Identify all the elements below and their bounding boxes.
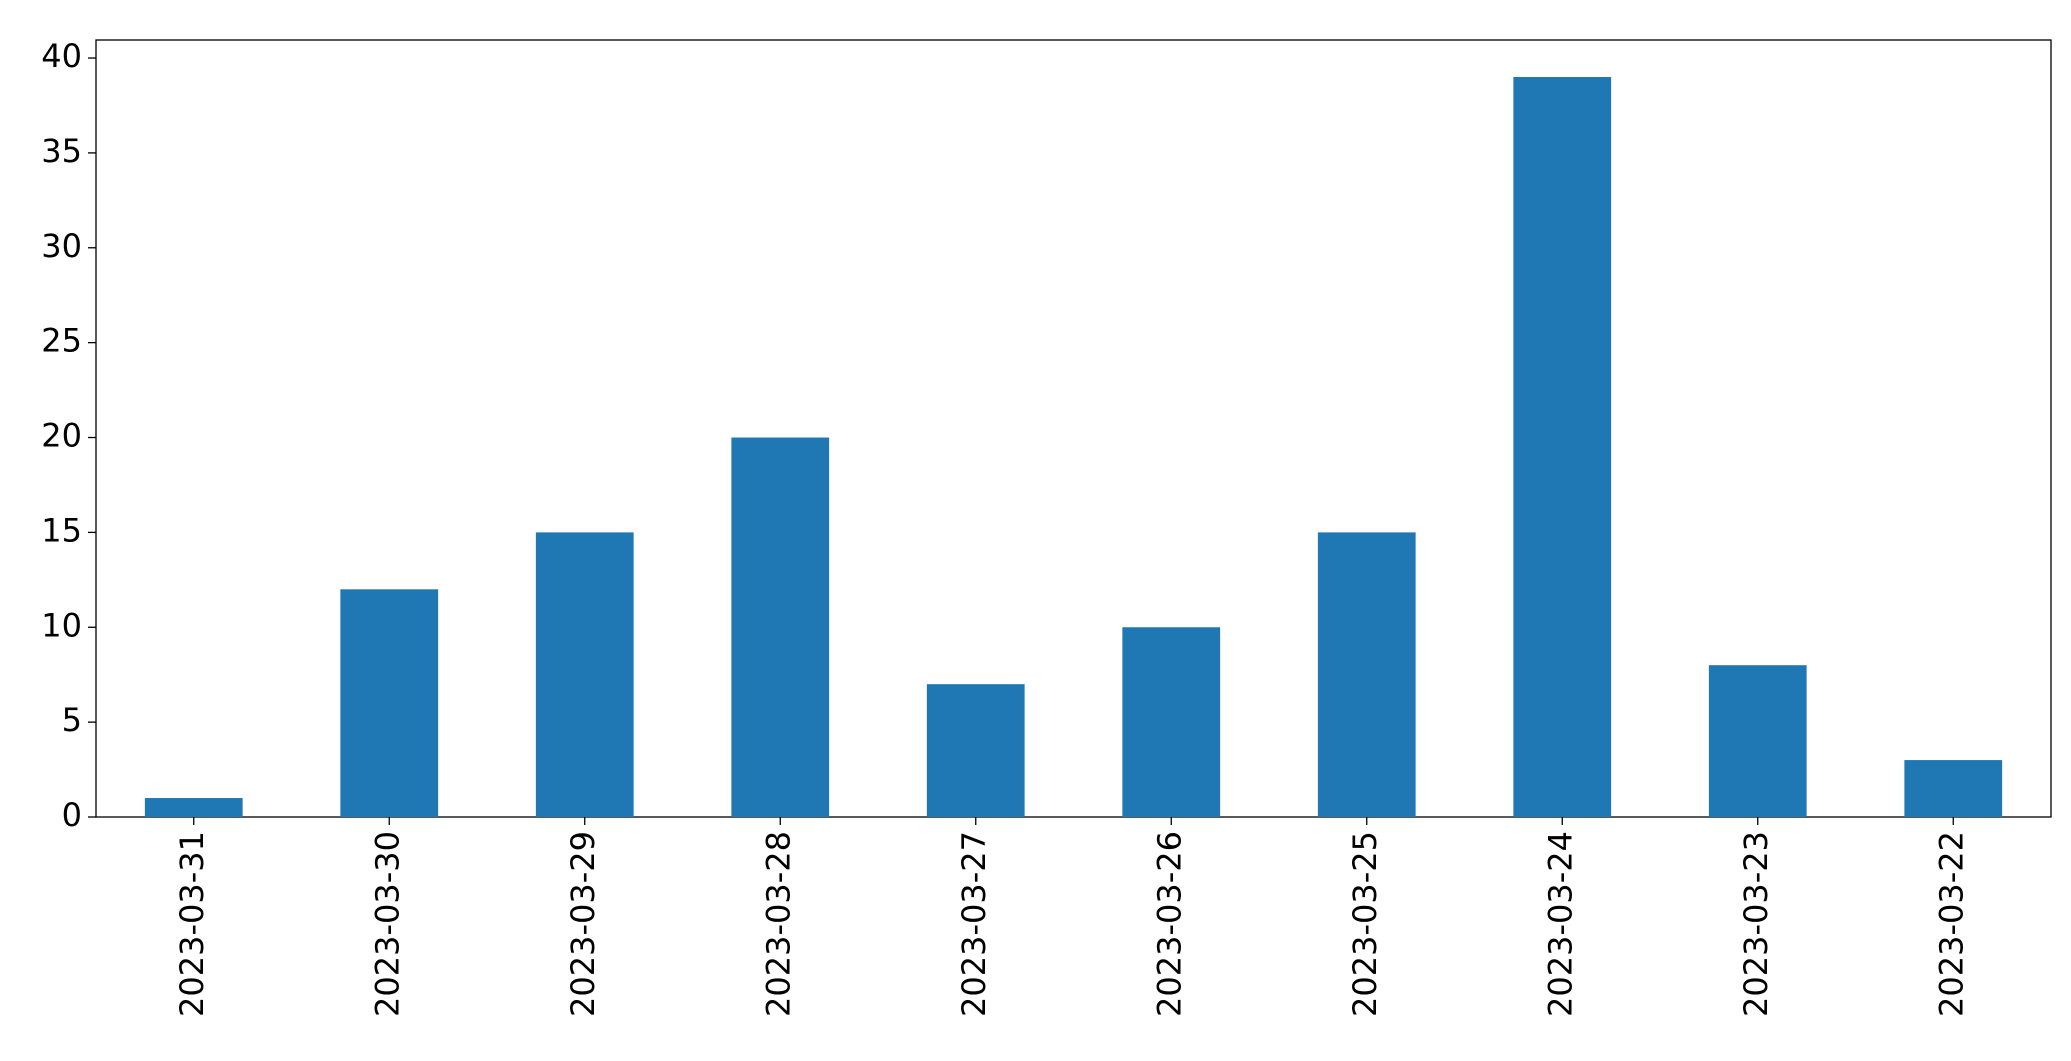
x-tick-label: 2023-03-23 bbox=[1737, 831, 1775, 1017]
y-tick-label: 0 bbox=[62, 796, 82, 834]
x-tick-label: 2023-03-27 bbox=[955, 831, 993, 1017]
bar bbox=[144, 798, 243, 817]
bar bbox=[340, 589, 439, 817]
bar bbox=[1122, 627, 1221, 817]
x-tick-label: 2023-03-25 bbox=[1346, 831, 1384, 1017]
bar bbox=[731, 437, 830, 817]
x-tick-label: 2023-03-22 bbox=[1932, 831, 1970, 1017]
y-tick-label: 20 bbox=[41, 417, 82, 455]
x-tick-label: 2023-03-29 bbox=[564, 831, 602, 1017]
x-tick-label: 2023-03-24 bbox=[1541, 831, 1579, 1017]
bar bbox=[1904, 760, 2003, 817]
y-tick-label: 35 bbox=[41, 132, 82, 170]
y-tick-label: 40 bbox=[41, 37, 82, 75]
x-tick-label: 2023-03-30 bbox=[368, 831, 406, 1017]
bar bbox=[535, 532, 634, 817]
y-tick-label: 30 bbox=[41, 227, 82, 265]
x-tick-label: 2023-03-31 bbox=[173, 831, 211, 1017]
y-tick-label: 10 bbox=[41, 606, 82, 644]
bar bbox=[926, 684, 1025, 817]
y-tick-label: 25 bbox=[41, 322, 82, 360]
bar bbox=[1708, 665, 1807, 817]
y-tick-label: 15 bbox=[41, 511, 82, 549]
bar bbox=[1317, 532, 1416, 817]
y-tick-label: 5 bbox=[62, 701, 82, 739]
x-tick-label: 2023-03-26 bbox=[1150, 831, 1188, 1017]
plot-frame bbox=[95, 39, 2052, 818]
bar bbox=[1513, 77, 1612, 817]
x-tick-label: 2023-03-28 bbox=[759, 831, 797, 1017]
